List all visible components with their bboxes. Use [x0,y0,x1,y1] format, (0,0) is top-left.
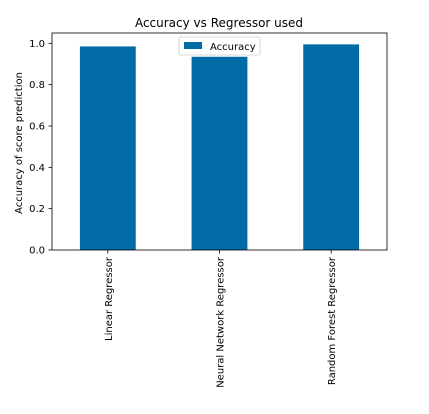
legend-swatch-accuracy [184,42,202,49]
bar-linear-regressor [79,46,136,251]
x-tick-label-neural-network-regressor: Neural Network Regressor [216,256,227,388]
y-tick-label: 0.4 [29,163,45,174]
x-tick-label-linear-regressor: Linear Regressor [104,256,115,341]
y-tick-label: 0.6 [29,122,45,133]
x-axis-ticks: Linear Regressor Neural Network Regressor… [104,250,338,388]
y-axis-ticks: 0.0 0.2 0.4 0.6 0.8 1.0 [29,39,52,257]
y-tick-label: 0.0 [29,246,45,257]
bar-random-forest-regressor [303,44,360,251]
y-axis-label: Accuracy of score prediction [14,72,25,214]
y-tick-label: 1.0 [29,39,45,50]
chart-title: Accuracy vs Regressor used [135,16,303,30]
x-tick-label-random-forest-regressor: Random Forest Regressor [327,256,338,385]
y-tick-label: 0.2 [29,204,45,215]
plot-area-frame [51,32,388,251]
legend-label-accuracy: Accuracy [210,42,256,53]
bar-neural-network-regressor [191,56,248,250]
y-tick-label: 0.8 [29,80,45,91]
bars-layer [79,44,360,251]
legend-box [178,36,261,56]
legend: Accuracy [178,36,261,56]
